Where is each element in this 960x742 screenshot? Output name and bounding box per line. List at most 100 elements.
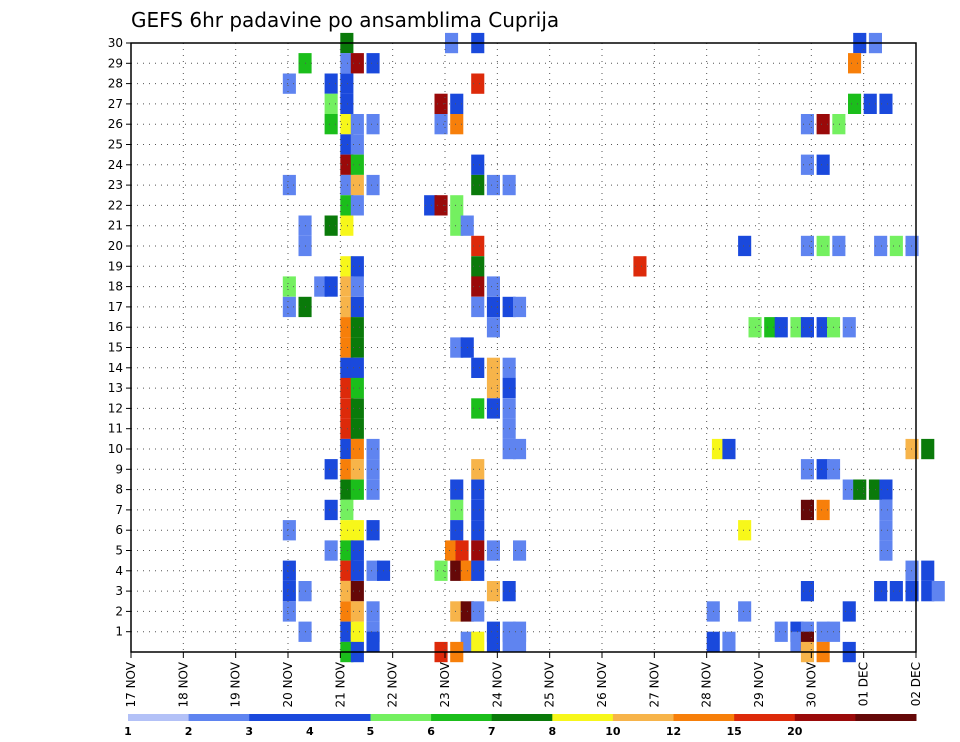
heatmap-cell [790, 631, 804, 652]
heatmap-cell [722, 631, 736, 652]
heatmap-cell [340, 479, 354, 500]
x-tick-label: 25 NOV [543, 661, 557, 707]
heatmap-cell [450, 195, 464, 216]
heatmap-cell [863, 93, 877, 114]
heatmap-cell [350, 540, 364, 561]
y-tick-label: 1 [115, 625, 123, 639]
heatmap-cell [350, 134, 364, 155]
heatmap-cell [340, 459, 354, 480]
heatmap-cell [471, 499, 485, 521]
heatmap-cell [340, 174, 354, 196]
y-tick-label: 14 [108, 361, 123, 375]
heatmap-cell [340, 540, 354, 561]
y-tick-label: 3 [115, 584, 123, 598]
y-tick-label: 7 [115, 503, 123, 517]
heatmap-cell [486, 317, 500, 338]
heatmap-cell [350, 256, 364, 277]
heatmap-cell [513, 540, 527, 561]
legend-label: 10 [605, 725, 621, 738]
heatmap-cell [738, 601, 752, 622]
legend-swatch [612, 714, 674, 721]
heatmap-cell [350, 560, 364, 581]
y-tick-label: 27 [108, 97, 123, 111]
heatmap-cell [816, 459, 830, 480]
heatmap-cell [324, 215, 338, 236]
heatmap-cell [340, 154, 354, 175]
heatmap-cell [282, 174, 296, 196]
heatmap-cell [513, 296, 527, 318]
heatmap-cell [366, 459, 380, 480]
legend-label: 15 [727, 725, 742, 738]
y-tick-label: 28 [108, 77, 123, 91]
heatmap-cell [350, 154, 364, 175]
heatmap-cell [486, 398, 500, 419]
legend-swatch [855, 714, 917, 721]
heatmap-cell [282, 601, 296, 622]
legend-swatch [794, 714, 856, 721]
y-tick-label: 23 [108, 178, 123, 192]
heatmap-cell [874, 581, 888, 602]
heatmap-cell [340, 195, 354, 216]
heatmap-cell [450, 499, 464, 521]
legend-swatch [128, 714, 190, 721]
heatmap-cell [450, 601, 464, 622]
y-tick-label: 15 [108, 341, 123, 355]
heatmap-cell [471, 235, 485, 257]
legend-label: 2 [185, 725, 193, 738]
x-tick-label: 27 NOV [647, 661, 661, 707]
y-tick-label: 24 [108, 158, 123, 172]
heatmap-cell [471, 276, 485, 297]
heatmap-cell [816, 235, 830, 257]
heatmap-cell [350, 398, 364, 419]
x-tick-label: 02 DEC [909, 662, 923, 706]
heatmap-cell [366, 174, 380, 196]
legend-label: 1 [124, 725, 132, 738]
heatmap-cell [800, 317, 814, 338]
heatmap-cell [350, 520, 364, 541]
y-tick-label: 4 [115, 564, 123, 578]
heatmap-cell [800, 114, 814, 135]
heatmap-cell [340, 73, 354, 94]
y-tick-label: 2 [115, 604, 123, 618]
heatmap-cell [471, 296, 485, 318]
legend-swatch [431, 714, 493, 721]
heatmap-cell [282, 73, 296, 94]
heatmap-cell [921, 581, 935, 602]
x-tick-label: 19 NOV [229, 661, 243, 707]
heatmap-cell [450, 114, 464, 135]
heatmap-cell [340, 296, 354, 318]
y-tick-label: 18 [108, 280, 123, 294]
heatmap-cell [350, 296, 364, 318]
heatmap-cell [842, 479, 856, 500]
heatmap-cell [513, 631, 527, 652]
heatmap-cell [486, 631, 500, 652]
heatmap-cell [502, 631, 516, 652]
heatmap-cell [350, 317, 364, 338]
heatmap-cell [471, 357, 485, 378]
y-tick-label: 13 [108, 381, 123, 395]
heatmap-cell [486, 276, 500, 297]
x-tick-label: 24 NOV [490, 661, 504, 707]
y-tick-label: 11 [108, 422, 123, 436]
heatmap-cell [738, 520, 752, 541]
heatmap-cell [434, 195, 448, 216]
heatmap-cell [340, 418, 354, 439]
heatmap-cell [366, 438, 380, 460]
heatmap-cell [832, 114, 846, 135]
heatmap-cell [424, 195, 438, 216]
heatmap-cell [450, 215, 464, 236]
y-tick-label: 20 [108, 239, 123, 253]
heatmap-cell [366, 114, 380, 135]
x-tick-label: 17 NOV [124, 661, 138, 707]
heatmap-cell [848, 53, 862, 74]
legend-label: 4 [306, 725, 314, 738]
legend-swatch [370, 714, 432, 721]
heatmap-cell [324, 499, 338, 521]
heatmap-cell [879, 520, 893, 541]
heatmap-cell [350, 479, 364, 500]
heatmap-cell [314, 276, 328, 297]
legend-label: 7 [488, 725, 496, 738]
heatmap-cell [800, 154, 814, 175]
heatmap-cell [340, 520, 354, 541]
